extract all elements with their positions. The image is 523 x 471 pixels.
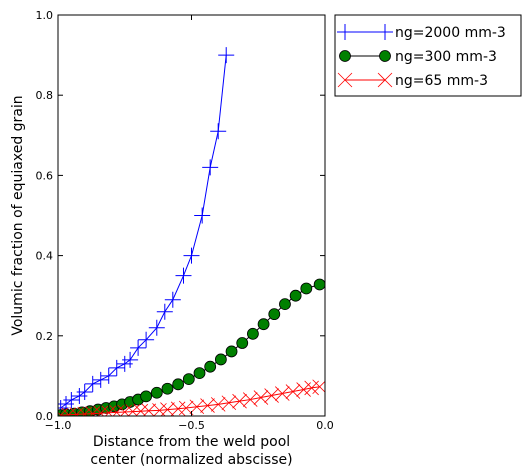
data-point-s0-7 <box>100 367 117 384</box>
plot-area <box>58 47 325 416</box>
data-point-s1-11 <box>140 390 153 403</box>
data-point-s0-14 <box>156 303 173 320</box>
data-point-s2-11 <box>141 403 157 416</box>
data-point-s2-2 <box>69 407 84 416</box>
data-point-s2-4 <box>85 406 100 416</box>
data-point-s1-27 <box>313 278 325 291</box>
data-point-s2-23 <box>264 388 279 403</box>
x-axis-label-line: Distance from the weld pool <box>93 434 290 450</box>
legend-marker <box>339 50 351 62</box>
legend-label: ng=65 mm-3 <box>395 73 488 89</box>
data-point-s2-24 <box>274 386 290 401</box>
data-point-s0-15 <box>164 291 181 308</box>
y-tick-label: 0.0 <box>36 410 54 423</box>
data-point-s2-8 <box>117 404 133 416</box>
data-point-s2-3 <box>77 406 92 416</box>
data-point-s1-23 <box>268 308 281 321</box>
data-point-s1-12 <box>150 386 163 399</box>
legend-marker <box>337 24 353 40</box>
legend-label: ng=2000 mm-3 <box>395 25 506 41</box>
data-point-s2-0 <box>58 407 68 416</box>
data-point-s0-11 <box>130 339 147 356</box>
data-point-s0-2 <box>63 391 80 408</box>
data-point-s0-20 <box>210 123 227 140</box>
data-point-s2-19 <box>221 395 237 411</box>
data-point-s2-22 <box>253 390 269 405</box>
y-axis-label: Volumic fraction of equiaxed grain <box>10 95 26 335</box>
data-point-s2-20 <box>232 393 247 409</box>
data-point-s1-25 <box>289 289 302 302</box>
axes: 0.0 0.2 0.4 0.6 0.8 1.0 −1.0 −0.5 0.0 Distance fr… <box>10 9 334 468</box>
y-tick-label: 0.2 <box>36 330 54 343</box>
legend-marker <box>377 24 393 40</box>
legend: ng=2000 mm-3 ng=300 mm-3 ng=65 mm-3 <box>334 14 522 97</box>
data-point-s0-16 <box>175 267 192 284</box>
legend-marker <box>379 50 391 62</box>
x-axis-label-line: center (normalized abscisse) <box>90 452 292 468</box>
data-point-s0-8 <box>108 359 125 376</box>
data-point-s0-17 <box>183 247 200 264</box>
y-tick-label: 0.6 <box>36 169 54 182</box>
series-line-0 <box>60 55 227 409</box>
data-point-s0-18 <box>194 207 211 224</box>
data-point-s0-21 <box>218 47 235 64</box>
data-point-s1-17 <box>204 360 217 373</box>
data-point-s1-14 <box>172 378 185 391</box>
data-point-s1-13 <box>161 382 174 395</box>
data-point-s1-21 <box>247 327 259 340</box>
data-point-s0-4 <box>76 383 93 400</box>
data-point-s0-19 <box>202 159 219 176</box>
data-point-s1-18 <box>214 353 227 366</box>
data-point-s2-27 <box>304 380 319 396</box>
data-point-s1-19 <box>225 345 238 358</box>
legend-marker <box>337 72 353 88</box>
data-point-s1-24 <box>279 298 291 311</box>
data-point-s2-18 <box>210 397 226 412</box>
data-point-s0-5 <box>84 375 101 392</box>
y-tick-label: 0.8 <box>36 89 54 102</box>
plot-frame <box>57 14 326 417</box>
data-point-s0-10 <box>122 351 139 368</box>
data-point-s1-22 <box>257 318 270 331</box>
data-point-s0-13 <box>148 319 165 336</box>
y-tick-label: 0.4 <box>36 250 54 263</box>
data-point-s2-21 <box>242 392 258 407</box>
data-point-s2-28 <box>312 379 325 395</box>
data-point-s2-1 <box>61 407 76 416</box>
data-point-s1-16 <box>193 367 206 379</box>
data-point-s1-15 <box>182 373 195 386</box>
data-point-s2-7 <box>109 405 125 416</box>
data-point-s1-26 <box>300 282 313 295</box>
x-tick-label: −1.0 <box>45 419 72 432</box>
legend-label: ng=300 mm-3 <box>395 49 497 65</box>
data-point-s2-5 <box>93 405 109 416</box>
x-tick-label: 0.0 <box>316 419 334 432</box>
data-point-s1-20 <box>236 337 249 349</box>
data-point-s0-12 <box>138 331 155 348</box>
data-point-s2-9 <box>125 404 141 416</box>
y-tick-label: 1.0 <box>36 9 54 22</box>
data-point-s2-6 <box>101 405 117 416</box>
data-point-s2-25 <box>285 384 301 399</box>
data-point-s0-6 <box>92 371 109 388</box>
x-tick-label: −0.5 <box>178 419 205 432</box>
legend-marker <box>377 72 393 88</box>
